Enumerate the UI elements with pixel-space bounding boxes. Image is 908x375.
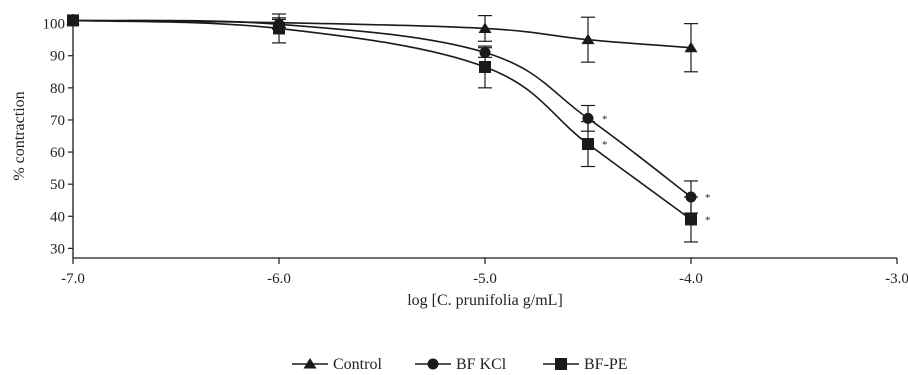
- x-tick-label: -7.0: [61, 271, 85, 287]
- x-tick-label: -4.0: [679, 271, 703, 287]
- data-point: [479, 60, 491, 73]
- significance-label: *: [705, 192, 711, 204]
- legend-item: Control: [292, 356, 382, 373]
- data-point: [581, 33, 595, 45]
- x-axis-title: log [C. prunifolia g/mL]: [407, 292, 563, 309]
- significance-label: *: [602, 113, 608, 125]
- data-point: [478, 22, 492, 33]
- y-tick-label: 100: [43, 17, 66, 33]
- legend-marker: [427, 358, 439, 370]
- legend: Control BF KCl BF-PE: [292, 356, 628, 373]
- x-tick-label: -5.0: [473, 271, 497, 287]
- series-line: [72, 19, 692, 198]
- legend-label: BF-PE: [584, 356, 628, 373]
- legend-marker: [555, 358, 567, 370]
- x-tick-label: -6.0: [267, 271, 291, 287]
- legend-marker: [303, 358, 317, 369]
- legend-label: Control: [333, 356, 382, 373]
- x-tick-label: -3.0: [885, 271, 908, 287]
- y-tick-label: 90: [50, 49, 65, 65]
- legend-label: BF KCl: [456, 356, 507, 373]
- y-axis-title: % contraction: [11, 91, 28, 180]
- data-point: [685, 213, 697, 226]
- y-tick-label: 40: [50, 209, 65, 225]
- data-point: [67, 14, 79, 27]
- y-tick-label: 80: [50, 81, 65, 97]
- y-tick-label: 70: [50, 113, 65, 129]
- y-tick-label: 50: [50, 177, 65, 193]
- data-point: [684, 41, 698, 53]
- series-line: [72, 19, 692, 221]
- data-point: [582, 138, 594, 151]
- y-tick-label: 60: [50, 145, 65, 161]
- legend-item: BF KCl: [415, 356, 507, 373]
- x-axis-ticks: -7.0 -6.0 -5.0 -4.0 -3.0: [61, 258, 908, 287]
- series-square: **: [67, 13, 711, 243]
- significance-label: *: [602, 139, 608, 151]
- series-triangle: [66, 14, 698, 73]
- legend-item: BF-PE: [543, 356, 628, 373]
- y-tick-label: 30: [50, 241, 65, 257]
- series-circle: **: [67, 14, 711, 214]
- series-layer: ****: [66, 13, 711, 243]
- data-point: [273, 22, 285, 35]
- y-axis-ticks: 30 40 50 60 70 80 90 100: [43, 17, 73, 257]
- significance-label: *: [705, 214, 711, 226]
